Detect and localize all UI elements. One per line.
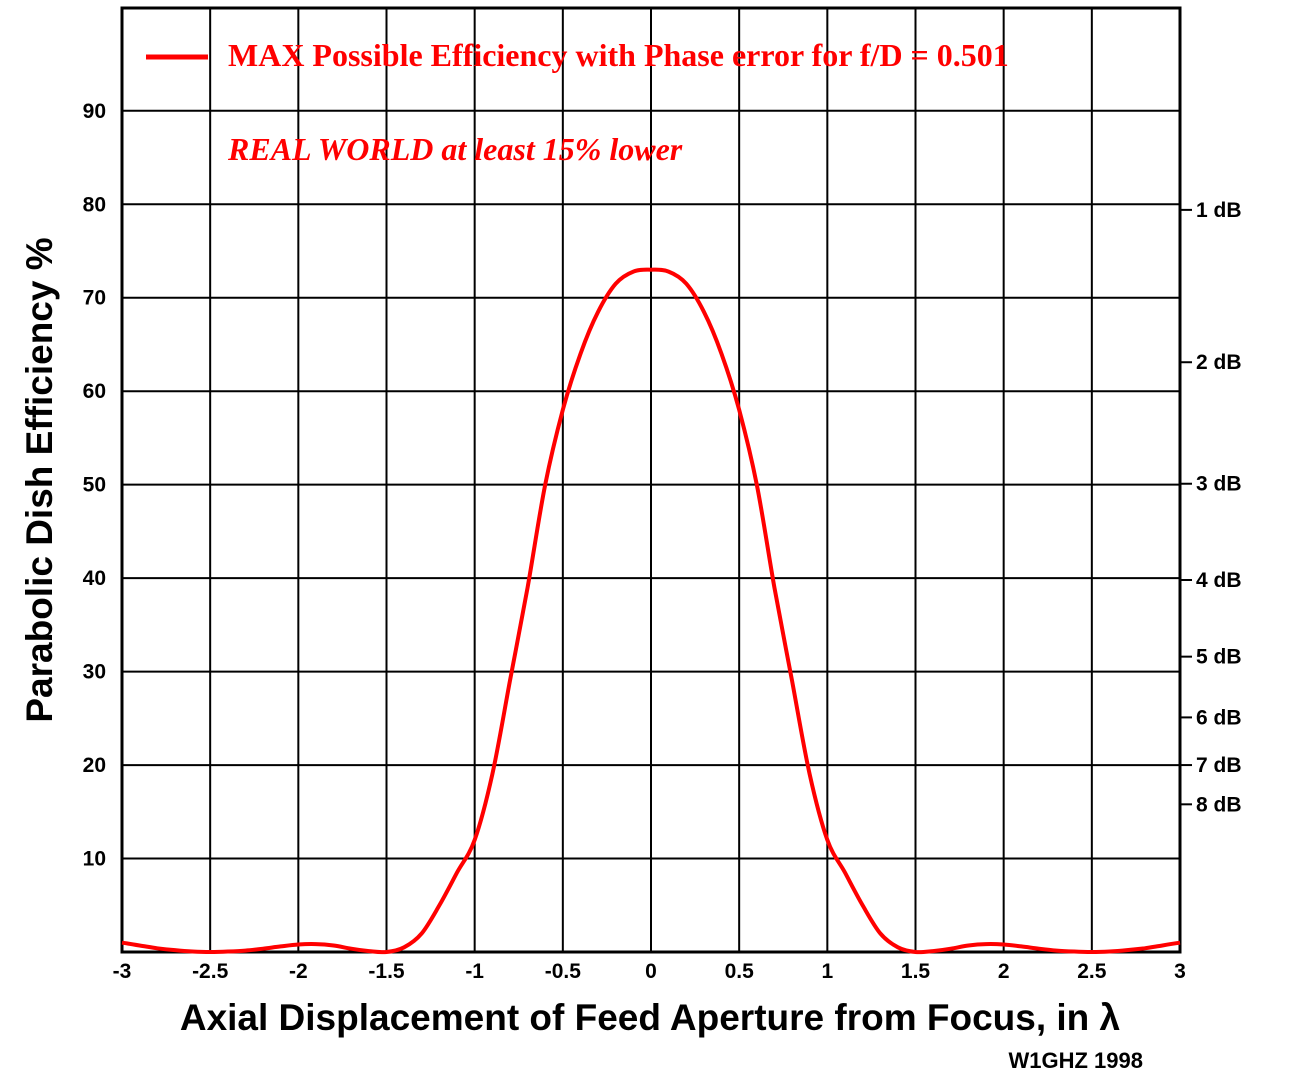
x-tick-label: -2 [289, 960, 308, 983]
x-tick-labels: -3 -2.5 -2 -1.5 -1 -0.5 0 0.5 1 1.5 2 2.5 3 [113, 960, 1186, 983]
x-tick-label: -2.5 [192, 960, 229, 983]
y-tick-label: 60 [83, 380, 106, 403]
y-tick-labels: 10 20 30 40 50 60 70 80 90 [83, 100, 106, 871]
x-tick-label: 1 [821, 960, 833, 983]
x-tick-label: 1.5 [901, 960, 931, 983]
db-tick-label: 2 dB [1196, 351, 1242, 374]
x-tick-label: 0 [645, 960, 657, 983]
db-tick-label: 8 dB [1196, 793, 1242, 816]
y-axis-title: Parabolic Dish Efficiency % [19, 237, 60, 722]
y-tick-label: 30 [83, 661, 106, 684]
plot-frame [120, 6, 1182, 954]
x-tick-label: -1.5 [368, 960, 405, 983]
db-tick-label: 7 dB [1196, 754, 1242, 777]
db-tick-label: 5 dB [1196, 646, 1242, 669]
db-tick-label: 4 dB [1196, 569, 1242, 592]
x-tick-label: 3 [1174, 960, 1186, 983]
db-tick-labels: 1 dB 2 dB 3 dB 4 dB 5 dB 6 dB 7 dB 8 dB [1180, 199, 1242, 816]
x-tick-label: -0.5 [545, 960, 582, 983]
y-tick-label: 40 [83, 567, 106, 590]
y-tick-label: 50 [83, 474, 106, 497]
db-tick-label: 1 dB [1196, 199, 1242, 222]
x-tick-label: 2.5 [1077, 960, 1107, 983]
x-axis-title: Axial Displacement of Feed Aperture from… [180, 997, 1121, 1038]
y-tick-label: 10 [83, 848, 106, 871]
db-tick-label: 6 dB [1196, 706, 1242, 729]
credit: W1GHZ 1998 [1009, 1048, 1144, 1072]
x-tick-label: 2 [998, 960, 1010, 983]
y-tick-label: 90 [83, 100, 106, 123]
y-tick-label: 20 [83, 754, 106, 777]
x-tick-label: -1 [465, 960, 484, 983]
x-tick-label: 0.5 [725, 960, 755, 983]
grid [122, 8, 1180, 952]
legend-label: MAX Possible Efficiency with Phase error… [228, 37, 1009, 73]
series-line-efficiency [121, 267, 1181, 955]
y-tick-label: 80 [83, 193, 106, 216]
x-tick-label: -3 [113, 960, 132, 983]
real-world-note: REAL WORLD at least 15% lower [227, 131, 683, 167]
y-tick-label: 70 [83, 287, 106, 310]
db-tick-label: 3 dB [1196, 473, 1242, 496]
